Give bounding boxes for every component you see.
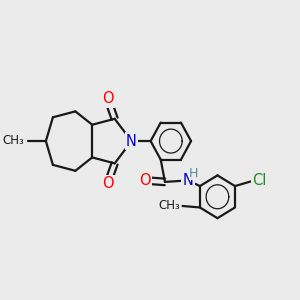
Text: Cl: Cl [252, 173, 267, 188]
Text: O: O [139, 173, 151, 188]
Text: O: O [102, 92, 113, 106]
Text: CH₃: CH₃ [158, 199, 180, 212]
Text: N: N [126, 134, 137, 148]
Text: CH₃: CH₃ [2, 134, 24, 147]
Text: O: O [102, 176, 113, 191]
Text: H: H [189, 167, 198, 180]
Text: N: N [182, 173, 194, 188]
